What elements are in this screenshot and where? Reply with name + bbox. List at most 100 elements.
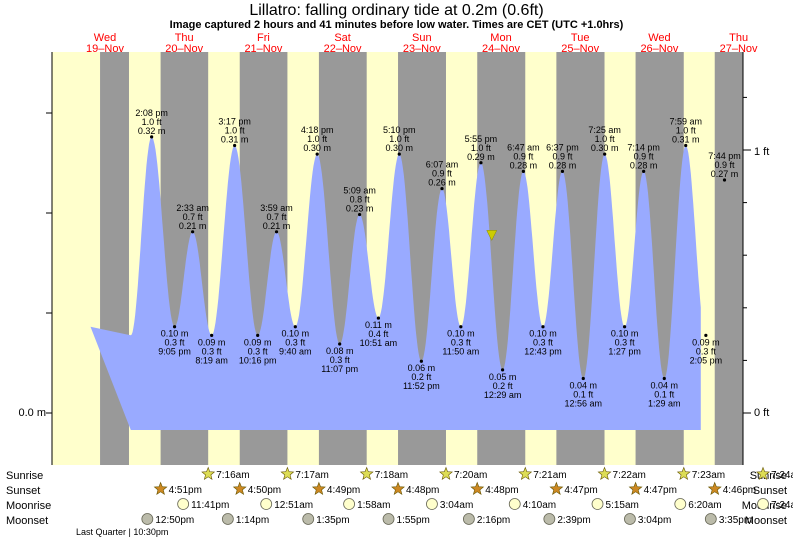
moonset-time: 1:55pm: [397, 515, 430, 526]
low-tide-feet: 0.3 ft: [330, 355, 351, 365]
moonset-time: 2:16pm: [477, 515, 510, 526]
low-tide-time: 9:40 am: [279, 347, 312, 357]
low-tide-feet: 0.1 ft: [573, 389, 594, 399]
sunrise-icon: [518, 466, 533, 480]
sunset-time: 4:47pm: [644, 485, 677, 496]
high-tide-time: 4:18 pm: [301, 125, 334, 135]
low-tide-point: [662, 376, 666, 381]
high-tide-point: [357, 212, 362, 217]
moonrise-time: 1:58am: [357, 500, 390, 511]
low-tide-feet: 0.3 ft: [533, 338, 554, 348]
low-tide-feet: 0.4 ft: [368, 329, 389, 339]
high-tide-meters: 0.21 m: [179, 221, 207, 231]
right-axis-one-foot-label: 1 ft: [754, 146, 769, 158]
low-tide-feet: 0.1 ft: [654, 389, 675, 399]
low-tide-point: [172, 325, 177, 329]
low-tide-meters: 0.05 m: [489, 372, 517, 382]
moonset-time: 3:04pm: [638, 515, 671, 526]
low-tide-feet: 0.2 ft: [493, 381, 514, 391]
high-tide-meters: 0.32 m: [138, 126, 166, 136]
high-tide-point: [722, 178, 727, 182]
low-tide-meters: 0.10 m: [282, 329, 310, 339]
moonrise-icon: [426, 498, 438, 510]
low-tide-time: 12:29 am: [484, 390, 522, 400]
day-name-label: Sat: [334, 32, 351, 44]
tide-curve: [90, 136, 701, 430]
low-tide-meters: 0.08 m: [326, 346, 354, 356]
moonset-time: 1:35pm: [316, 515, 349, 526]
low-tide-time: 8:19 am: [195, 355, 228, 365]
low-tide-meters: 0.04 m: [570, 380, 598, 390]
moonrise-icon: [343, 498, 356, 510]
sunset-row: 4:51pm 4:50pm 4:49pm 4:48pm 4:48pm 4:47pm 4:47…: [153, 481, 756, 496]
moonrise-time: 3:04am: [440, 500, 473, 511]
sunrise-time: 7:16am: [216, 470, 249, 481]
moonset-row: 12:50pm 1:14pm 1:35pm 1:55pm 2:16pm 2:39pm 3:0…: [141, 513, 752, 526]
low-tide-point: [500, 368, 505, 372]
moonrise-icon: [177, 498, 190, 510]
sunrise-icon: [676, 466, 691, 480]
moonset-time: 2:39pm: [557, 515, 590, 526]
moonset-icon: [302, 513, 315, 525]
high-tide-feet: 1.0 ft: [595, 134, 616, 144]
high-tide-feet: 1.0 ft: [225, 126, 246, 136]
low-tide-point: [541, 325, 545, 329]
left-axis-zero-label: 0.0 m: [18, 407, 46, 419]
tide-labels: 2:08 pm1.0 ft0.32 m0.10 m0.3 ft9:05 pm2:…: [135, 108, 740, 409]
high-tide-feet: 1.0 ft: [389, 134, 410, 144]
high-tide-feet: 0.9 ft: [715, 160, 736, 170]
low-tide-time: 11:52 pm: [403, 381, 440, 391]
day-name-label: Mon: [490, 32, 511, 44]
sunrise-label-left: Sunrise: [6, 470, 43, 482]
chart-title: Lillatro: falling ordinary tide at 0.2m …: [249, 2, 543, 19]
sunset-icon: [549, 481, 564, 495]
high-tide-time: 2:08 pm: [135, 108, 168, 118]
moonrise-time: 5:15am: [606, 500, 639, 511]
low-tide-meters: 0.10 m: [161, 329, 189, 339]
high-tide-point: [521, 169, 525, 173]
day-name-label: Wed: [648, 32, 670, 44]
high-tide-point: [479, 161, 483, 165]
low-tide-meters: 0.10 m: [447, 329, 475, 339]
high-tide-point: [684, 143, 688, 148]
sunset-icon: [153, 481, 168, 495]
moonset-label-right: Moonset: [745, 515, 787, 527]
high-tide-feet: 0.9 ft: [552, 151, 573, 161]
moonset-time: 12:50pm: [155, 515, 194, 526]
low-tide-point: [459, 325, 463, 329]
current-tide-marker: [486, 230, 498, 241]
moonrise-row: 11:41pm 12:51am 1:58am 3:04am 4:10am 5:15am 6:…: [177, 498, 793, 511]
sunset-label-right: Sunset: [753, 485, 787, 497]
moonset-time: 1:14pm: [236, 515, 269, 526]
almanac: Sunrise Sunset Moonrise Moonset Sunrise …: [6, 466, 793, 537]
high-tide-meters: 0.31 m: [672, 135, 700, 145]
sunset-time: 4:48pm: [485, 485, 518, 496]
sunset-time: 4:48pm: [406, 485, 439, 496]
low-tide-point: [704, 333, 708, 337]
low-tide-meters: 0.04 m: [651, 380, 679, 390]
high-tide-point: [397, 152, 401, 156]
low-tide-meters: 0.09 m: [198, 337, 226, 347]
low-tide-time: 1:27 pm: [608, 347, 641, 357]
high-tide-feet: 0.7 ft: [183, 212, 204, 222]
sunrise-icon: [280, 466, 295, 480]
sunset-icon: [311, 481, 326, 495]
low-tide-feet: 0.3 ft: [248, 346, 269, 356]
day-name-label: Sun: [412, 32, 432, 44]
moonrise-label-left: Moonrise: [6, 500, 51, 512]
low-tide-meters: 0.10 m: [529, 329, 557, 339]
high-tide-meters: 0.31 m: [221, 135, 249, 145]
day-name-label: Tue: [571, 32, 590, 44]
day-name-label: Fri: [257, 32, 270, 44]
high-tide-time: 2:33 am: [176, 203, 209, 213]
low-tide-meters: 0.09 m: [692, 337, 720, 347]
day-name-label: Thu: [729, 32, 748, 44]
sunrise-icon: [597, 466, 612, 480]
sunset-time: 4:49pm: [327, 485, 360, 496]
high-tide-time: 5:10 pm: [383, 125, 416, 135]
high-tide-time: 6:47 am: [507, 142, 540, 152]
low-tide-meters: 0.09 m: [244, 337, 272, 347]
high-tide-meters: 0.28 m: [630, 160, 658, 170]
low-tide-point: [256, 333, 260, 337]
sunset-label-left: Sunset: [6, 485, 40, 497]
